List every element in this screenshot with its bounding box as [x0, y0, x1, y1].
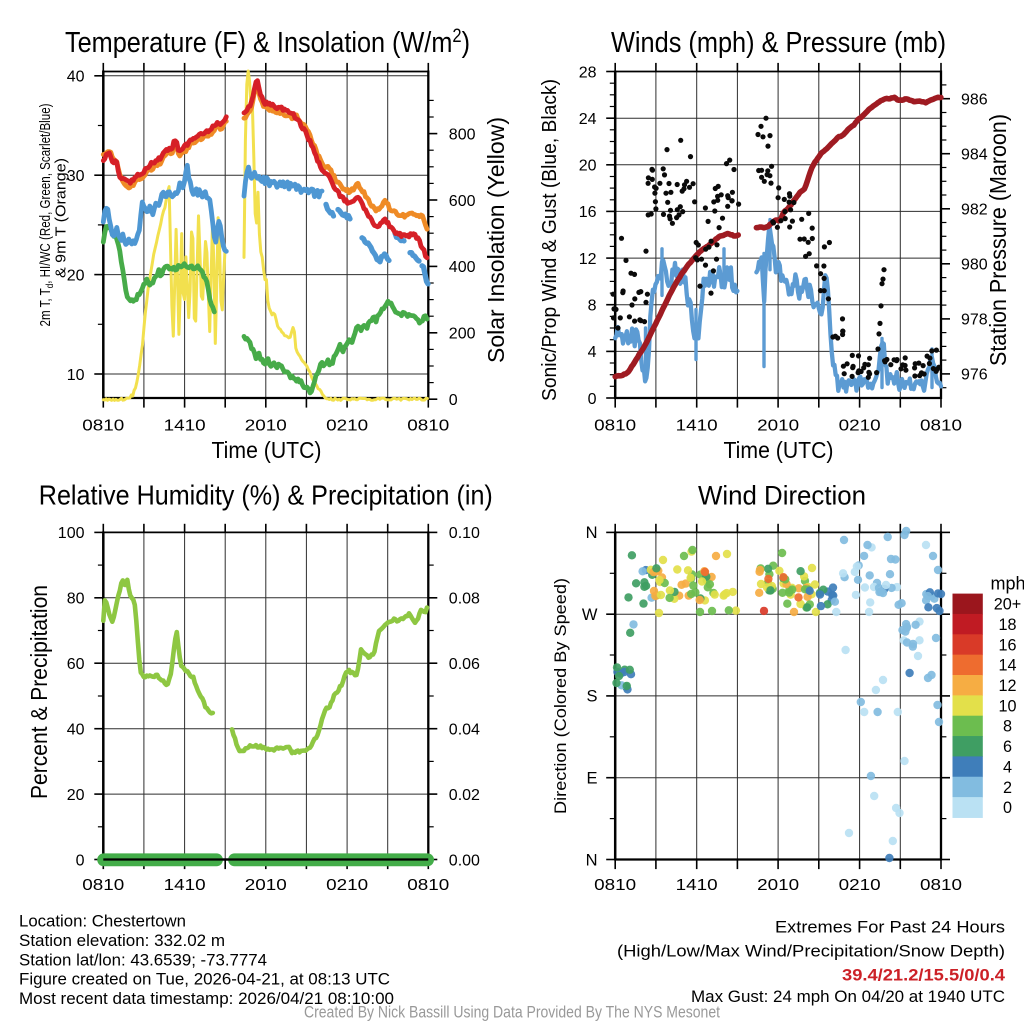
svg-text:0.10: 0.10 — [449, 525, 480, 542]
svg-text:Relative Humidity (%) & Precip: Relative Humidity (%) & Precipitation (i… — [39, 480, 493, 511]
svg-text:986: 986 — [961, 92, 988, 109]
svg-text:0810: 0810 — [920, 877, 962, 894]
svg-text:12: 12 — [998, 677, 1016, 695]
svg-text:4: 4 — [1003, 758, 1012, 776]
svg-text:N: N — [586, 524, 598, 542]
svg-text:Winds (mph) & Pressure (mb): Winds (mph) & Pressure (mb) — [611, 27, 946, 59]
svg-text:8: 8 — [588, 298, 597, 315]
svg-text:18: 18 — [998, 616, 1016, 634]
svg-text:982: 982 — [961, 202, 988, 219]
svg-text:Sonic/Prop Wind & Gust (Blue,: Sonic/Prop Wind & Gust (Blue, Black) — [539, 79, 561, 401]
svg-text:20: 20 — [579, 158, 597, 175]
svg-text:Max Gust: 24 mph On 04/20 at 1: Max Gust: 24 mph On 04/20 at 1940 UTC — [691, 987, 1005, 1006]
svg-text:6: 6 — [1003, 738, 1012, 756]
svg-text:0: 0 — [1003, 799, 1012, 817]
svg-text:16: 16 — [998, 636, 1016, 654]
svg-text:0210: 0210 — [839, 418, 881, 435]
svg-text:0810: 0810 — [920, 418, 962, 435]
svg-text:Time (UTC): Time (UTC) — [212, 437, 322, 463]
svg-text:Station Pressure (Maroon): Station Pressure (Maroon) — [985, 114, 1011, 366]
svg-text:0.00: 0.00 — [449, 852, 480, 869]
svg-text:1410: 1410 — [164, 877, 206, 894]
svg-text:Station elevation: 332.02 m: Station elevation: 332.02 m — [19, 932, 225, 950]
svg-text:Location: Chestertown: Location: Chestertown — [19, 913, 186, 931]
svg-text:0810: 0810 — [594, 418, 636, 435]
svg-text:N: N — [586, 851, 598, 869]
svg-text:978: 978 — [961, 312, 988, 329]
svg-text:16: 16 — [579, 204, 597, 221]
svg-text:600: 600 — [449, 193, 476, 210]
svg-text:20+: 20+ — [994, 596, 1021, 614]
svg-text:4: 4 — [588, 344, 597, 361]
svg-text:1410: 1410 — [676, 418, 718, 435]
svg-text:0810: 0810 — [407, 418, 449, 435]
svg-text:20: 20 — [67, 787, 85, 804]
svg-text:0210: 0210 — [839, 877, 881, 894]
svg-text:2010: 2010 — [245, 418, 287, 435]
svg-text:24: 24 — [579, 111, 597, 128]
svg-text:0810: 0810 — [407, 877, 449, 894]
svg-text:E: E — [586, 770, 597, 788]
svg-text:800: 800 — [449, 126, 476, 143]
svg-text:14: 14 — [998, 657, 1016, 675]
svg-text:0.08: 0.08 — [449, 591, 480, 608]
svg-text:Time (UTC): Time (UTC) — [724, 437, 834, 463]
svg-text:980: 980 — [961, 257, 988, 274]
svg-text:39.4/21.2/15.5/0/0.4: 39.4/21.2/15.5/0/0.4 — [842, 966, 1006, 985]
svg-text:Percent & Precipitation: Percent & Precipitation — [26, 585, 52, 799]
svg-text:2010: 2010 — [245, 877, 287, 894]
svg-text:30: 30 — [67, 168, 85, 185]
svg-text:8: 8 — [1003, 718, 1012, 736]
svg-text:0: 0 — [76, 852, 85, 869]
svg-text:40: 40 — [67, 69, 85, 86]
svg-text:0810: 0810 — [594, 877, 636, 894]
svg-text:& 9m T (Orange): & 9m T (Orange) — [53, 158, 70, 278]
svg-text:0.04: 0.04 — [449, 721, 480, 738]
svg-text:400: 400 — [449, 259, 476, 276]
svg-text:0210: 0210 — [326, 418, 368, 435]
svg-text:40: 40 — [67, 721, 85, 738]
svg-text:2010: 2010 — [757, 877, 799, 894]
svg-text:0.02: 0.02 — [449, 787, 480, 804]
svg-text:2m T, Td, HI/WC (Red, Green, S: 2m T, Td, HI/WC (Red, Green, Scarlet/Blu… — [37, 104, 56, 327]
svg-text:Created By Nick Bassill Using: Created By Nick Bassill Using Data Provi… — [304, 1004, 720, 1022]
svg-text:100: 100 — [58, 525, 85, 542]
svg-text:Temperature (F) & Insolation (: Temperature (F) & Insolation (W/m2) — [65, 26, 470, 59]
svg-text:Extremes For Past 24 Hours: Extremes For Past 24 Hours — [775, 918, 1005, 937]
svg-text:12: 12 — [579, 251, 597, 268]
svg-text:0210: 0210 — [326, 877, 368, 894]
svg-text:Direction (Colored By Speed): Direction (Colored By Speed) — [552, 578, 570, 814]
svg-text:0810: 0810 — [82, 877, 124, 894]
svg-text:0: 0 — [588, 391, 597, 408]
svg-text:Most recent data timestamp: 20: Most recent data timestamp: 2026/04/21 0… — [19, 990, 394, 1008]
svg-text:1410: 1410 — [164, 418, 206, 435]
svg-text:S: S — [586, 688, 597, 706]
svg-text:2010: 2010 — [757, 418, 799, 435]
svg-text:984: 984 — [961, 147, 988, 164]
svg-text:0810: 0810 — [82, 418, 124, 435]
svg-text:20: 20 — [67, 267, 85, 284]
svg-text:mph: mph — [990, 574, 1024, 594]
svg-text:1410: 1410 — [676, 877, 718, 894]
svg-text:0: 0 — [449, 392, 458, 409]
svg-text:Station lat/lon: 43.6539; -73.: Station lat/lon: 43.6539; -73.7774 — [19, 951, 267, 969]
svg-text:28: 28 — [579, 64, 597, 81]
svg-text:976: 976 — [961, 367, 988, 384]
svg-text:Figure created on Tue, 2026-04: Figure created on Tue, 2026-04-21, at 08… — [19, 971, 390, 989]
svg-text:Wind Direction: Wind Direction — [698, 481, 866, 511]
svg-text:60: 60 — [67, 656, 85, 673]
svg-text:Solar Insolation (Yellow): Solar Insolation (Yellow) — [483, 117, 509, 363]
svg-text:200: 200 — [449, 326, 476, 343]
svg-text:2: 2 — [1003, 779, 1012, 797]
svg-text:(High/Low/Max Wind/Precipitati: (High/Low/Max Wind/Precipitation/Snow De… — [617, 942, 1005, 961]
svg-text:W: W — [582, 606, 598, 624]
svg-text:80: 80 — [67, 591, 85, 608]
svg-text:10: 10 — [67, 367, 85, 384]
svg-text:10: 10 — [998, 697, 1016, 715]
svg-text:0.06: 0.06 — [449, 656, 480, 673]
